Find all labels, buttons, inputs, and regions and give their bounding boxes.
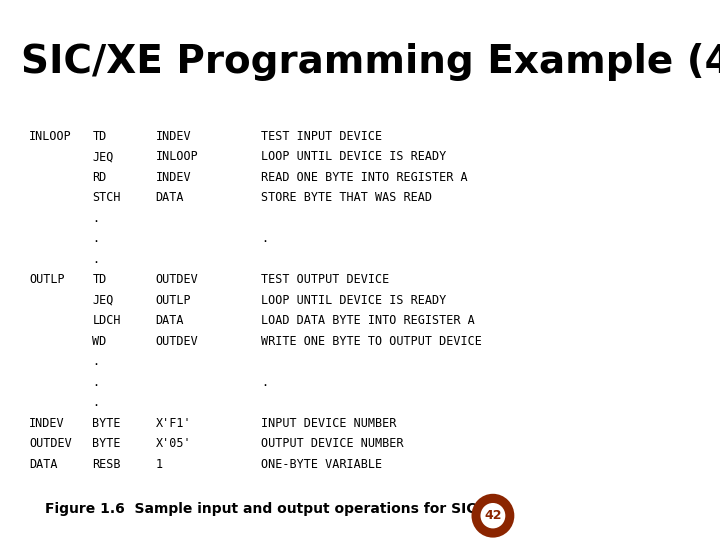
Text: STCH: STCH <box>92 191 121 204</box>
Text: INLOOP: INLOOP <box>29 130 72 143</box>
Text: READ ONE BYTE INTO REGISTER A: READ ONE BYTE INTO REGISTER A <box>261 171 467 184</box>
Text: INDEV: INDEV <box>156 171 191 184</box>
Text: SIC/XE Programming Example (4): SIC/XE Programming Example (4) <box>21 43 720 81</box>
Text: TEST OUTPUT DEVICE: TEST OUTPUT DEVICE <box>261 273 390 286</box>
Text: .: . <box>92 212 99 225</box>
Text: OUTLP: OUTLP <box>29 273 65 286</box>
Text: LDCH: LDCH <box>92 314 121 327</box>
Text: INLOOP: INLOOP <box>156 150 198 163</box>
Text: WRITE ONE BYTE TO OUTPUT DEVICE: WRITE ONE BYTE TO OUTPUT DEVICE <box>261 335 482 348</box>
Text: JEQ: JEQ <box>92 294 114 307</box>
Text: DATA: DATA <box>29 458 58 471</box>
Text: OUTDEV: OUTDEV <box>156 335 198 348</box>
Text: X'05': X'05' <box>156 437 191 450</box>
Text: DATA: DATA <box>156 191 184 204</box>
Text: ONE-BYTE VARIABLE: ONE-BYTE VARIABLE <box>261 458 382 471</box>
Text: 42: 42 <box>484 509 502 522</box>
Text: RD: RD <box>92 171 107 184</box>
Text: RESB: RESB <box>92 458 121 471</box>
Text: OUTLP: OUTLP <box>156 294 191 307</box>
Text: INDEV: INDEV <box>29 417 65 430</box>
Text: LOOP UNTIL DEVICE IS READY: LOOP UNTIL DEVICE IS READY <box>261 150 446 163</box>
Text: LOAD DATA BYTE INTO REGISTER A: LOAD DATA BYTE INTO REGISTER A <box>261 314 474 327</box>
Circle shape <box>473 495 513 536</box>
Text: .: . <box>92 253 99 266</box>
Text: TD: TD <box>92 130 107 143</box>
Text: JEQ: JEQ <box>92 150 114 163</box>
Text: Figure 1.6  Sample input and output operations for SIC.: Figure 1.6 Sample input and output opera… <box>45 502 482 516</box>
Text: OUTPUT DEVICE NUMBER: OUTPUT DEVICE NUMBER <box>261 437 403 450</box>
Text: INPUT DEVICE NUMBER: INPUT DEVICE NUMBER <box>261 417 396 430</box>
Text: LOOP UNTIL DEVICE IS READY: LOOP UNTIL DEVICE IS READY <box>261 294 446 307</box>
Text: TD: TD <box>92 273 107 286</box>
Text: DATA: DATA <box>156 314 184 327</box>
Text: BYTE: BYTE <box>92 417 121 430</box>
Text: INDEV: INDEV <box>156 130 191 143</box>
Text: OUTDEV: OUTDEV <box>156 273 198 286</box>
Text: .: . <box>92 355 99 368</box>
Text: .: . <box>92 232 99 245</box>
Text: .: . <box>261 376 268 389</box>
Text: TEST INPUT DEVICE: TEST INPUT DEVICE <box>261 130 382 143</box>
Text: .: . <box>92 396 99 409</box>
Circle shape <box>480 503 505 529</box>
Text: .: . <box>92 376 99 389</box>
Text: .: . <box>261 232 268 245</box>
Text: 1: 1 <box>156 458 163 471</box>
Text: X'F1': X'F1' <box>156 417 191 430</box>
Text: WD: WD <box>92 335 107 348</box>
Text: STORE BYTE THAT WAS READ: STORE BYTE THAT WAS READ <box>261 191 432 204</box>
Text: OUTDEV: OUTDEV <box>29 437 72 450</box>
Text: BYTE: BYTE <box>92 437 121 450</box>
